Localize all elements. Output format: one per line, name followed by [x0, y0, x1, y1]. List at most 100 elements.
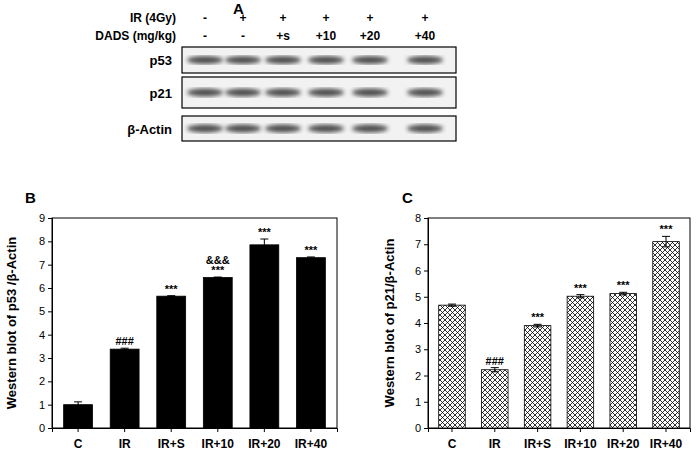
error-bar [307, 257, 315, 258]
x-tick: IR+10 [564, 428, 597, 451]
y-tick-mark [48, 311, 52, 312]
blot-strip [182, 116, 456, 141]
condition-sign: - [203, 11, 207, 25]
y-tick: 0 [415, 422, 428, 434]
bar [110, 349, 139, 428]
row-label: p53 [150, 53, 172, 68]
y-tick: 8 [415, 212, 428, 224]
error-cap [448, 304, 456, 305]
y-tick-mark [424, 402, 428, 403]
error-bar [167, 295, 175, 297]
y-tick: 6 [39, 282, 52, 294]
error-line [494, 368, 495, 372]
y-tick-label: 0 [415, 422, 421, 434]
x-tick: C [448, 428, 457, 451]
y-tick-label: 5 [39, 305, 45, 317]
bar [296, 258, 325, 428]
blot-frame [182, 47, 456, 73]
blot-band [187, 56, 223, 64]
y-tick-mark [424, 244, 428, 245]
y-tick: 5 [415, 291, 428, 303]
blot-band [352, 56, 388, 64]
error-cap [167, 296, 175, 297]
blot-frame [182, 77, 456, 108]
error-bar [534, 324, 542, 327]
y-axis: 012345678 [415, 212, 429, 434]
y-tick: 6 [415, 265, 428, 277]
y-tick-mark [48, 265, 52, 266]
error-cap [214, 277, 222, 278]
plot-frame [428, 218, 690, 428]
blot-band [407, 125, 443, 133]
x-tick-mark [580, 428, 581, 432]
x-tick-label: IR+40 [650, 437, 683, 451]
y-tick-label: 5 [415, 291, 421, 303]
y-tick-label: 6 [39, 282, 45, 294]
y-tick: 3 [415, 343, 428, 355]
y-tick-mark [424, 323, 428, 324]
error-cap [307, 258, 315, 259]
bar [610, 294, 637, 428]
y-tick-label: 7 [39, 259, 45, 271]
significance-mark: *** [660, 223, 674, 235]
plot-marks [439, 236, 680, 428]
error-cap [576, 294, 584, 295]
blot-band [352, 89, 388, 97]
condition-sign: + [421, 11, 428, 25]
x-tick-label: C [448, 437, 457, 451]
bar [203, 278, 232, 429]
y-tick: 5 [39, 305, 52, 317]
y-tick: 9 [39, 212, 52, 224]
x-tick-mark [171, 428, 172, 432]
x-tick-label: IR+40 [295, 437, 328, 451]
error-cap [534, 324, 542, 325]
bar [64, 405, 93, 428]
y-tick-mark [48, 428, 52, 429]
error-cap [167, 295, 175, 296]
x-tick: IR+10 [202, 428, 235, 451]
blot-band [265, 56, 301, 64]
y-tick: 7 [415, 238, 428, 250]
error-cap [307, 256, 315, 257]
blot-band [352, 125, 388, 133]
error-bar [662, 236, 670, 247]
condition-sign: +10 [316, 29, 337, 43]
x-tick-label: IR [119, 437, 131, 451]
y-tick-label: 9 [39, 212, 45, 224]
blot-frame [182, 116, 456, 141]
y-tick-mark [48, 358, 52, 359]
error-bar [74, 402, 82, 408]
significance-mark: *** [304, 244, 318, 256]
y-tick: 1 [415, 396, 428, 408]
x-axis: CIRIR+SIR+10IR+20IR+40 [429, 428, 691, 451]
x-tick-label: IR+S [524, 437, 551, 451]
blot-band [225, 125, 261, 133]
x-tick: IR+40 [295, 428, 328, 451]
y-tick: 2 [415, 370, 428, 382]
plot-frame [52, 218, 337, 428]
error-cap [74, 401, 82, 402]
y-tick-label: 3 [415, 343, 421, 355]
y-tick: 4 [39, 329, 52, 341]
condition-label: IR (4Gy) [130, 11, 176, 25]
x-tick-mark [264, 428, 265, 432]
blot-band [265, 125, 301, 133]
blot-band [225, 89, 261, 97]
x-tick: C [74, 428, 83, 451]
bar [653, 242, 680, 428]
error-cap [662, 246, 670, 247]
y-tick-label: 2 [415, 370, 421, 382]
y-tick: 7 [39, 259, 52, 271]
y-tick-label: 0 [39, 422, 45, 434]
error-cap [448, 306, 456, 307]
significance-mark: ### [486, 355, 504, 367]
y-axis-title: Western blot of p21/β-Actin [382, 239, 397, 408]
significance-mark: *** [258, 226, 272, 238]
y-axis: 0123456789 [39, 212, 53, 434]
blot-band [407, 89, 443, 97]
bar [567, 296, 594, 428]
y-tick-label: 4 [39, 329, 45, 341]
x-tick-mark [78, 428, 79, 432]
error-cap [619, 292, 627, 293]
error-bar [214, 277, 222, 279]
